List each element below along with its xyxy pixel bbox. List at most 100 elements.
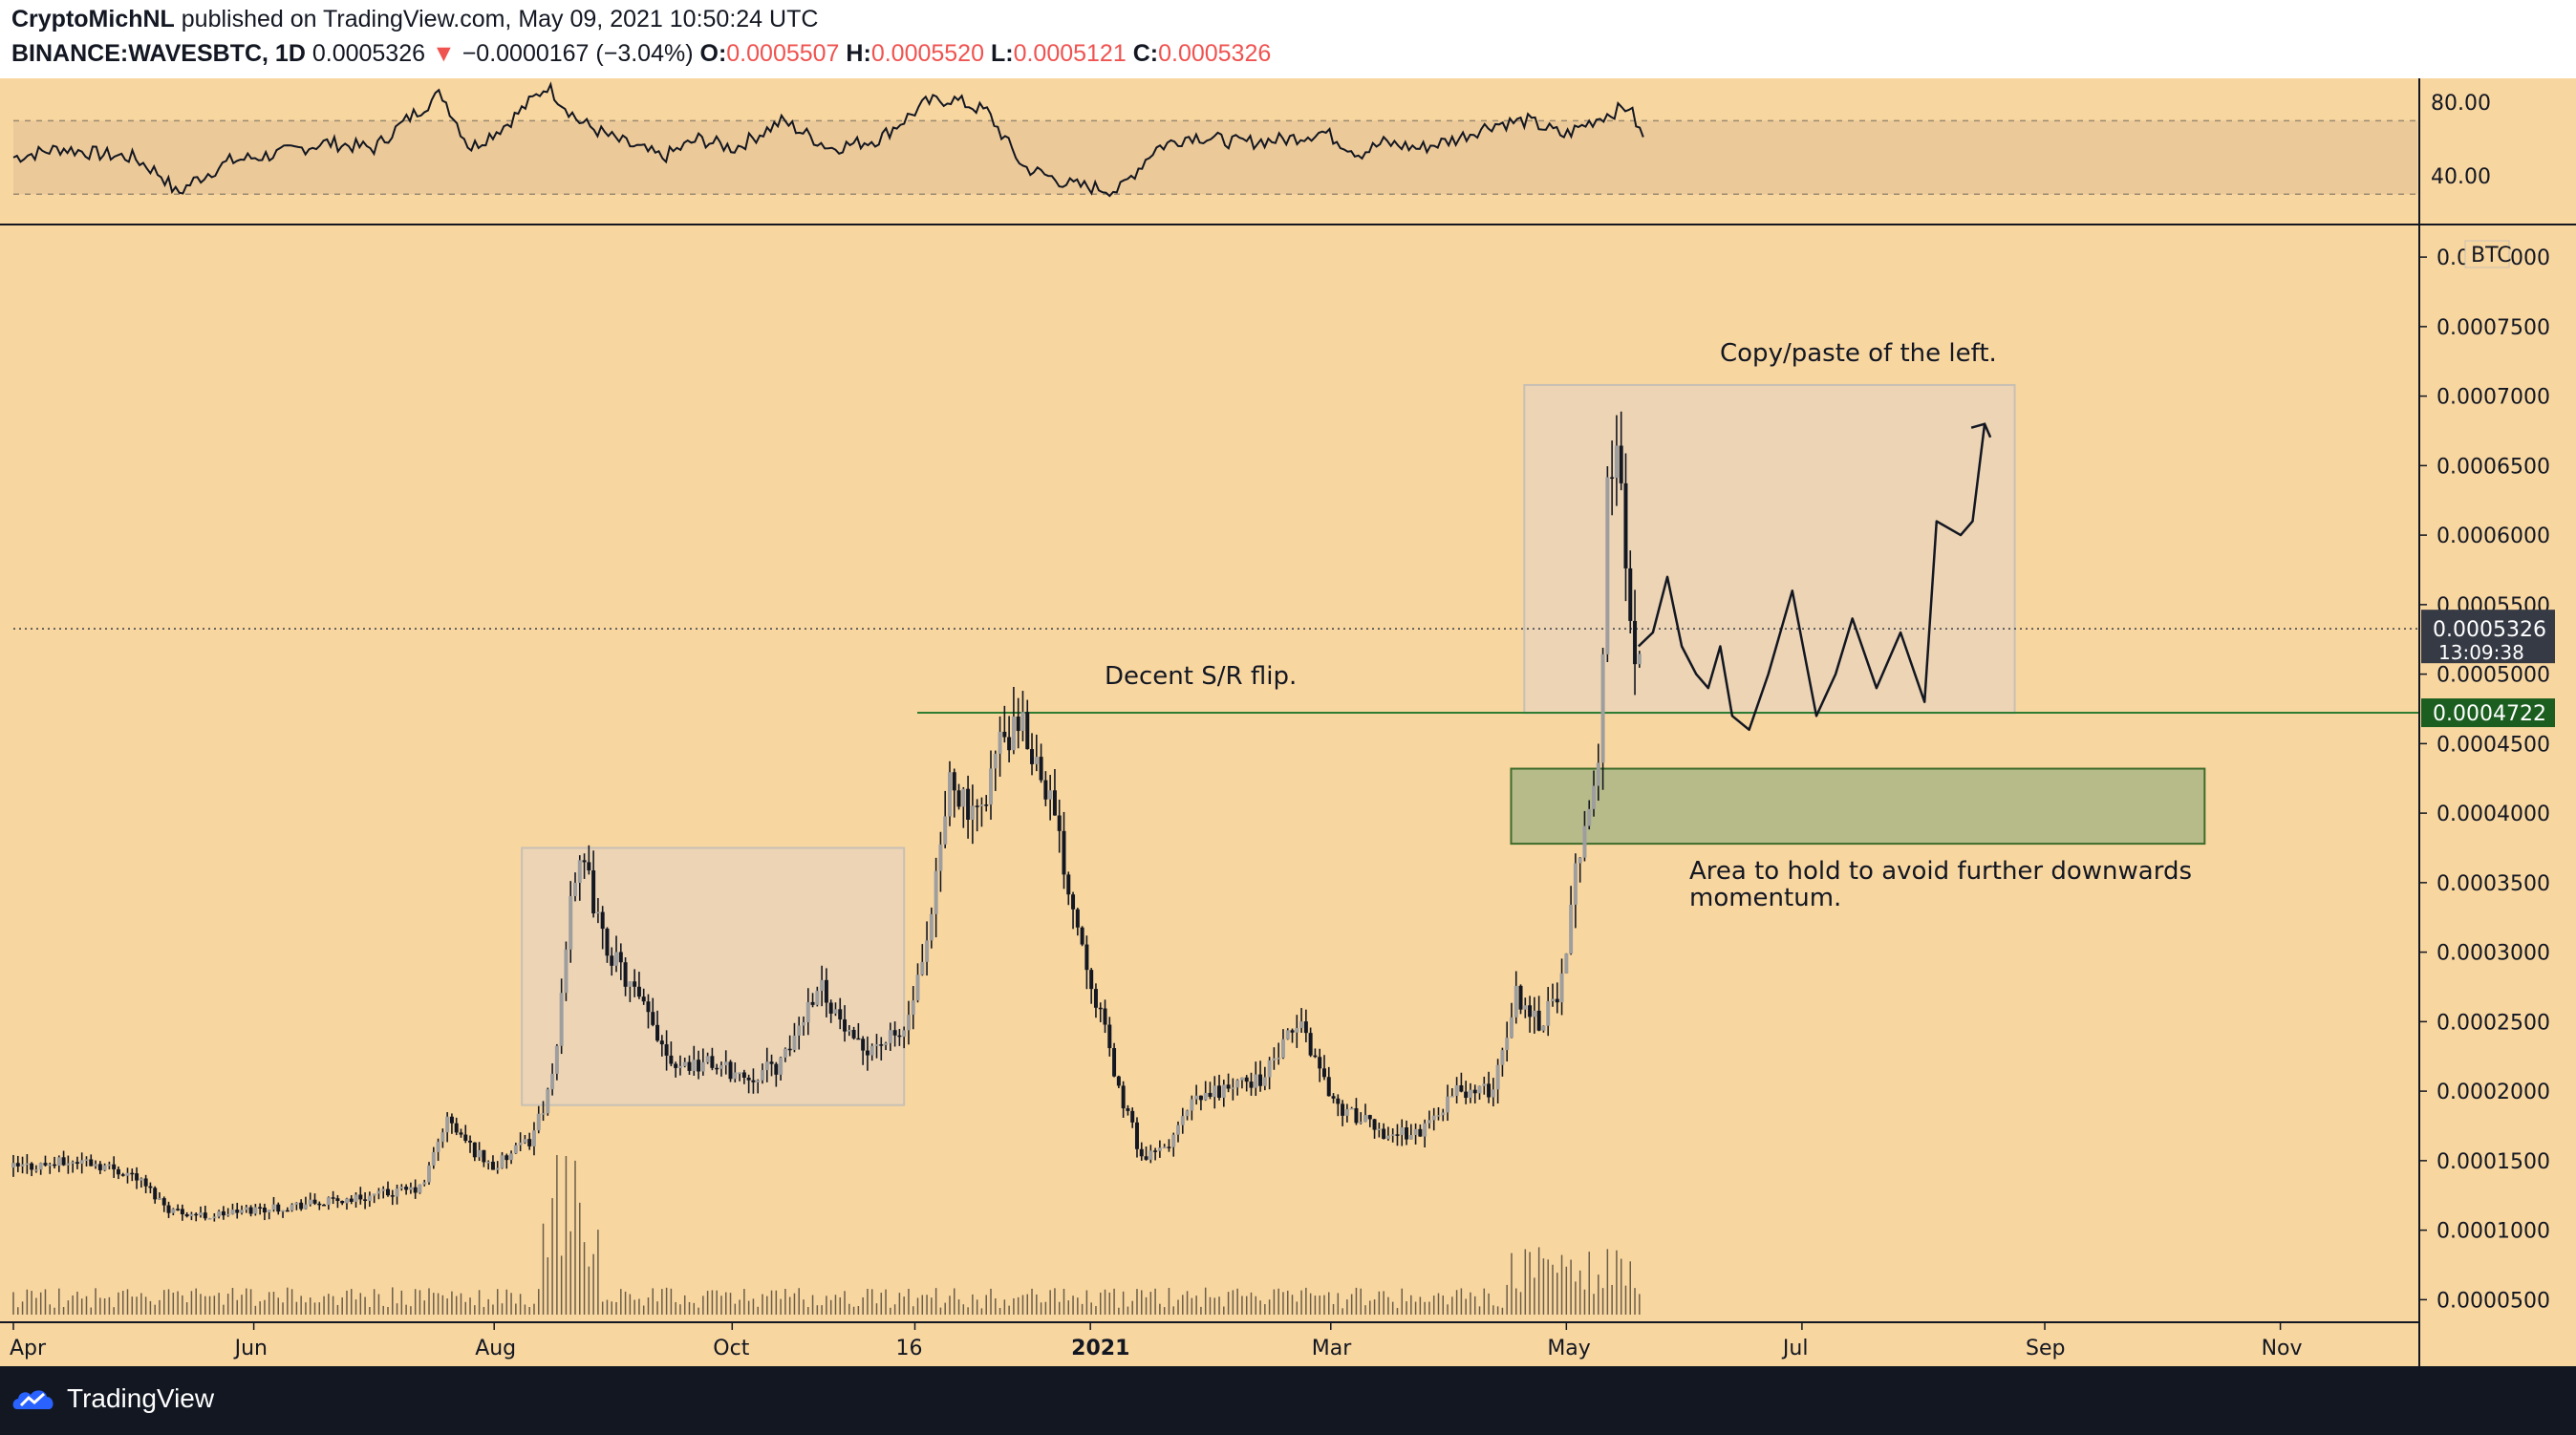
candle xyxy=(700,1048,705,1076)
candle xyxy=(262,1203,267,1221)
candle xyxy=(764,1047,769,1082)
price-tick-label: 0.0005000 xyxy=(2436,664,2550,688)
candle xyxy=(354,1191,358,1209)
candle xyxy=(1290,1028,1295,1043)
candle xyxy=(961,786,966,828)
candle-body xyxy=(1020,712,1025,732)
candle xyxy=(1573,853,1578,929)
candle xyxy=(1359,1112,1363,1124)
candle xyxy=(1239,1077,1244,1089)
unit-badge[interactable] xyxy=(2464,240,2510,268)
candle xyxy=(372,1193,376,1204)
candle-body xyxy=(203,1212,207,1219)
candle-body xyxy=(591,870,596,914)
candle xyxy=(449,1113,454,1134)
projection-box-right[interactable] xyxy=(1523,383,2016,715)
candle-body xyxy=(468,1140,473,1143)
candle-body xyxy=(911,1000,915,1016)
candle-body xyxy=(970,805,975,820)
area-hold-annotation-line1[interactable]: Area to hold to avoid further downwards xyxy=(1689,857,2192,886)
candle-body xyxy=(1436,1115,1441,1117)
candle-body xyxy=(1235,1080,1240,1088)
candle-body xyxy=(1116,1076,1121,1086)
time-axis[interactable]: Apr Jun Aug Oct 16 2021 Mar May Jul Sep Nov xyxy=(0,1321,2419,1360)
candle xyxy=(385,1181,390,1197)
price-tick-label: 0.0003500 xyxy=(2436,872,2550,896)
candle-body xyxy=(486,1161,491,1164)
low-label: L: xyxy=(990,40,1014,67)
candle-body xyxy=(390,1195,395,1197)
candle-body xyxy=(774,1063,779,1075)
candle-body xyxy=(308,1199,312,1205)
candle-body xyxy=(664,1044,669,1056)
sr-flip-annotation[interactable]: Decent S/R flip. xyxy=(1105,662,1297,691)
candle xyxy=(436,1138,440,1162)
candle xyxy=(879,1037,884,1060)
candle-body xyxy=(1148,1150,1153,1160)
candle xyxy=(628,981,633,1002)
rsi-band xyxy=(13,120,2417,195)
candle xyxy=(84,1156,89,1167)
candle-body xyxy=(856,1038,861,1040)
candle-body xyxy=(395,1189,399,1197)
candle-body xyxy=(143,1178,148,1187)
candle-body xyxy=(472,1142,477,1158)
support-price-label: 0.0004722 xyxy=(2433,702,2546,726)
author-name[interactable]: CryptoMichNL xyxy=(11,6,175,32)
candle xyxy=(674,1061,678,1078)
candle xyxy=(1427,1110,1431,1129)
candle-body xyxy=(751,1080,756,1082)
chart-canvas[interactable]: 80.0040.00 0.00080000.00075000.00070000.… xyxy=(0,78,2576,1366)
candle xyxy=(331,1190,335,1205)
countdown-label: 13:09:38 xyxy=(2438,641,2524,664)
candle xyxy=(915,963,920,1003)
candle-body xyxy=(1171,1134,1176,1147)
candle-body xyxy=(938,844,943,871)
candle xyxy=(276,1202,281,1215)
candle xyxy=(820,965,825,1007)
candle-body xyxy=(1446,1096,1450,1113)
candle xyxy=(207,1217,212,1220)
candle-body xyxy=(1418,1128,1423,1137)
price-axis[interactable]: 0.00080000.00075000.00070000.00065000.00… xyxy=(2418,225,2555,1366)
copy-paste-annotation[interactable]: Copy/paste of the left. xyxy=(1720,339,1997,368)
support-zone[interactable] xyxy=(1510,767,2206,846)
candle-body xyxy=(1308,1033,1313,1056)
candle xyxy=(1395,1124,1400,1146)
candle-body xyxy=(509,1153,514,1161)
tradingview-brand: TradingView xyxy=(67,1383,215,1413)
candle-body xyxy=(84,1159,89,1161)
candle-body xyxy=(449,1116,454,1124)
candle xyxy=(751,1068,756,1094)
candle-body xyxy=(161,1198,166,1206)
candle-body xyxy=(413,1187,418,1193)
area-hold-annotation-line2[interactable]: momentum. xyxy=(1689,884,1841,912)
candle-body xyxy=(536,1113,541,1131)
candle-body xyxy=(48,1164,53,1167)
current-price-label: 0.0005326 xyxy=(2433,618,2546,642)
candle-body xyxy=(674,1063,678,1068)
candle xyxy=(1446,1084,1450,1122)
candle-body xyxy=(874,1044,879,1046)
symbol-name[interactable]: BINANCE:WAVESBTC, 1D xyxy=(11,40,306,67)
projection-curve[interactable] xyxy=(1637,423,1986,732)
candle-body xyxy=(271,1204,276,1210)
candle-body xyxy=(454,1123,459,1133)
candle-body xyxy=(888,1030,892,1043)
candle-body xyxy=(925,940,930,962)
candle xyxy=(975,799,979,832)
tradingview-logo[interactable]: TradingView xyxy=(11,1383,214,1414)
candle xyxy=(253,1204,258,1216)
support-price-badge[interactable] xyxy=(2421,698,2555,728)
current-price-badge[interactable] xyxy=(2421,610,2555,664)
candle xyxy=(1098,1002,1103,1022)
candle xyxy=(705,1052,710,1064)
candle xyxy=(1423,1119,1428,1148)
candle xyxy=(1057,799,1062,853)
candle-body xyxy=(1318,1057,1322,1069)
down-arrow-icon: ▼ xyxy=(431,40,456,67)
candle xyxy=(715,1063,719,1075)
candle-body xyxy=(1390,1134,1395,1136)
candle-body xyxy=(1157,1147,1162,1151)
candle xyxy=(1505,1021,1510,1062)
